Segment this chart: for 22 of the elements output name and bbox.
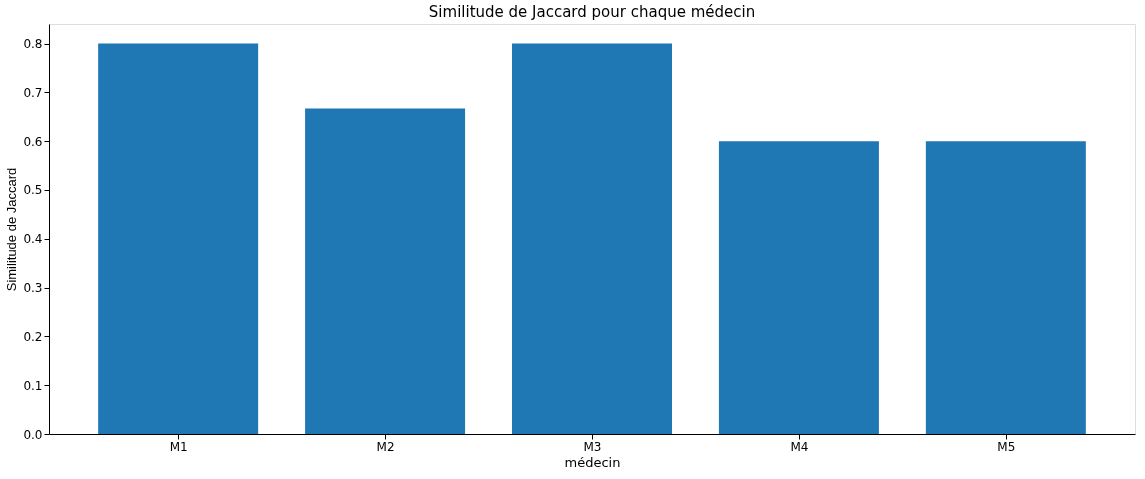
y-tick-label: 0.0 (23, 427, 43, 442)
y-tick-label: 0.5 (23, 183, 43, 198)
y-tick-label: 0.7 (23, 85, 43, 100)
bar (718, 141, 879, 434)
x-tick-label: M2 (376, 439, 395, 454)
bar (305, 108, 466, 434)
bar (925, 141, 1086, 434)
y-tick-label: 0.6 (23, 134, 43, 149)
x-tick-label: M5 (997, 439, 1016, 454)
y-tick-label: 0.1 (23, 378, 43, 393)
bar (512, 43, 672, 434)
x-tick-label: M4 (790, 439, 809, 454)
y-tick-label: 0.8 (23, 37, 43, 52)
y-tick-label: 0.3 (23, 281, 43, 296)
x-tick-label: M3 (583, 439, 602, 454)
bar (98, 43, 259, 434)
x-tick-label: M1 (169, 439, 188, 454)
y-axis-title: Similitude de Jaccard (4, 167, 20, 292)
x-axis-title: médecin (564, 454, 621, 470)
y-tick-label: 0.4 (23, 232, 43, 247)
chart-title: Similitude de Jaccard pour chaque médecin (428, 3, 756, 21)
y-tick-label: 0.2 (23, 329, 43, 344)
